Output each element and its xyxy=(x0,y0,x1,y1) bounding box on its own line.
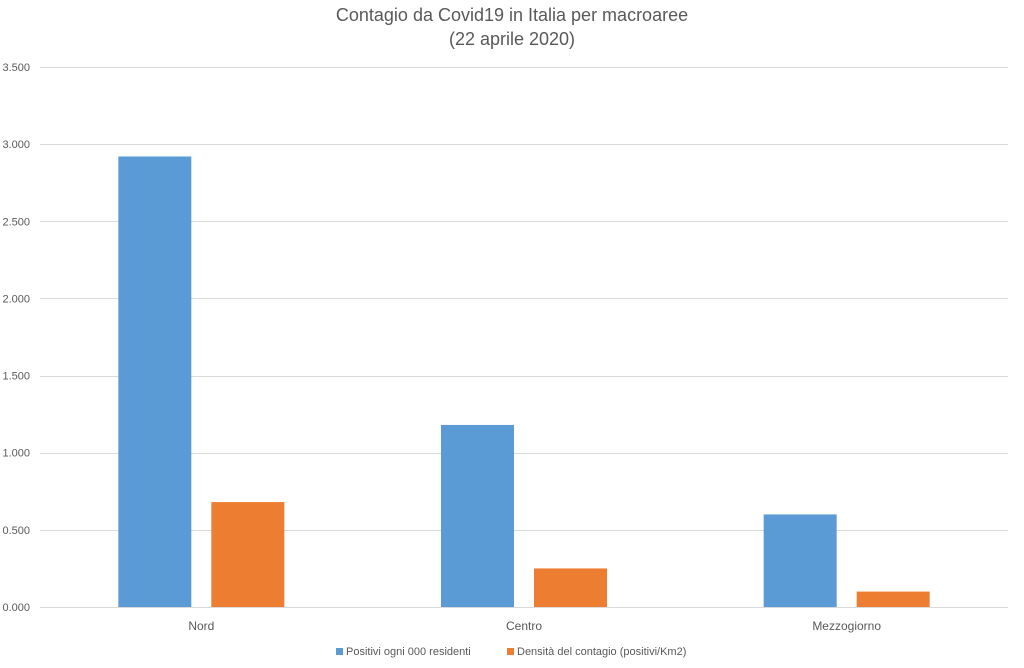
chart-title: Contagio da Covid19 in Italia per macroa… xyxy=(336,5,688,25)
x-category-label: Nord xyxy=(188,619,214,633)
y-tick-label: 2.500 xyxy=(2,216,30,228)
bar-nord-series-2 xyxy=(211,502,285,607)
bar-nord-series-1 xyxy=(118,156,192,607)
y-tick-label: 0.000 xyxy=(2,602,30,614)
bars xyxy=(118,156,930,607)
y-tick-label: 0.500 xyxy=(2,525,30,537)
x-category-label: Centro xyxy=(506,619,542,633)
y-tick-label: 1.000 xyxy=(2,448,30,460)
y-tick-label: 2.000 xyxy=(2,293,30,305)
gridlines xyxy=(40,67,1008,608)
y-tick-label: 3.500 xyxy=(2,62,30,74)
legend-swatch xyxy=(336,648,343,655)
chart-subtitle: (22 aprile 2020) xyxy=(449,29,575,49)
bar-mezzogiorno-series-2 xyxy=(856,591,930,607)
legend-label: Densità del contagio (positivi/Km2) xyxy=(517,646,686,658)
x-category-label: Mezzogiorno xyxy=(812,619,881,633)
y-tick-label: 1.500 xyxy=(2,371,30,383)
bar-mezzogiorno-series-1 xyxy=(763,514,837,607)
legend-swatch xyxy=(507,648,514,655)
bar-centro-series-2 xyxy=(534,568,607,607)
legend-label: Positivi ogni 000 residenti xyxy=(346,646,471,658)
x-axis-categories: Nord Centro Mezzogiorno xyxy=(188,619,881,633)
legend: Positivi ogni 000 residenti Densità del c… xyxy=(336,646,686,658)
y-tick-label: 3.000 xyxy=(2,139,30,151)
bar-centro-series-1 xyxy=(441,424,514,607)
y-axis-ticks: 0.000 0.500 1.000 1.500 2.000 2.500 3.000 3.500 xyxy=(2,62,30,614)
